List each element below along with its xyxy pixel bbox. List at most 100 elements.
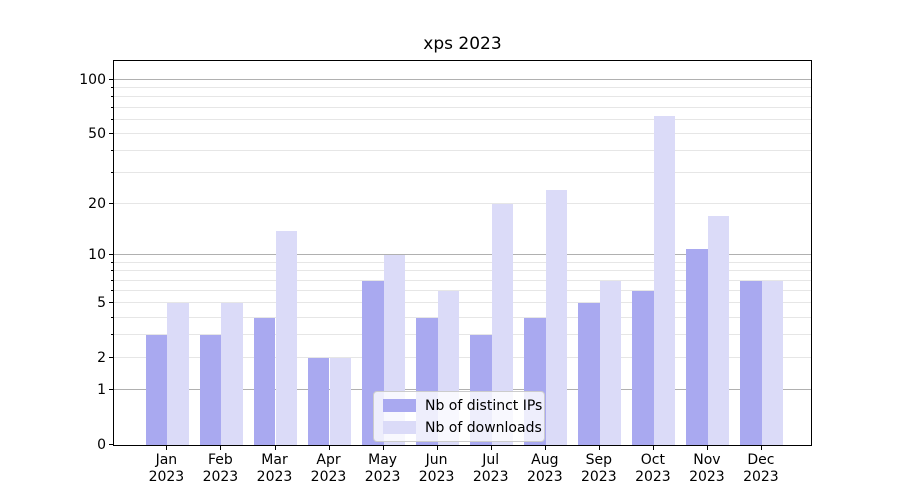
bar-ips-jan xyxy=(145,335,168,445)
x-tick xyxy=(274,446,276,450)
minor-gridline xyxy=(114,118,811,120)
bar-downloads-apr xyxy=(329,358,352,445)
y-minor-tick xyxy=(111,203,113,205)
x-tick xyxy=(382,446,384,450)
minor-gridline xyxy=(114,302,811,304)
y-tick-label: 10 xyxy=(88,247,106,264)
y-minor-tick xyxy=(111,87,113,89)
bar-downloads-aug xyxy=(545,190,568,445)
minor-gridline xyxy=(114,203,811,205)
legend-item-distinct-ips: Nb of distinct IPs xyxy=(383,398,542,414)
y-tick-label: 100 xyxy=(79,72,106,88)
x-tick-label: Feb 2023 xyxy=(202,452,239,485)
y-minor-tick xyxy=(111,118,113,120)
x-tick xyxy=(544,446,546,450)
x-tick xyxy=(760,446,762,450)
y-minor-tick xyxy=(111,270,113,272)
legend-item-downloads: Nb of downloads xyxy=(383,420,542,436)
x-tick xyxy=(220,446,222,450)
minor-gridline xyxy=(114,270,811,272)
minor-gridline xyxy=(114,106,811,108)
x-tick-label: Sep 2023 xyxy=(580,452,617,485)
x-tick-label: May 2023 xyxy=(364,452,401,485)
minor-gridline xyxy=(114,172,811,174)
minor-gridline xyxy=(114,150,811,152)
x-tick xyxy=(436,446,438,450)
minor-gridline xyxy=(114,334,811,336)
major-gridline xyxy=(114,254,811,256)
major-gridline xyxy=(114,79,811,80)
y-minor-tick xyxy=(111,261,113,263)
y-tick-label: 5 xyxy=(97,295,106,312)
y-minor-tick xyxy=(111,302,113,304)
minor-gridline xyxy=(114,96,811,98)
x-tick-label: Jul 2023 xyxy=(472,452,509,485)
y-minor-tick xyxy=(111,290,113,292)
y-tick-label: 0 xyxy=(97,437,106,453)
major-gridline xyxy=(114,389,811,391)
x-tick xyxy=(328,446,330,450)
legend-swatch-distinct-ips xyxy=(383,399,416,412)
x-tick-label: Jan 2023 xyxy=(148,452,185,485)
minor-gridline xyxy=(114,279,811,281)
y-minor-tick xyxy=(111,316,113,318)
bar-downloads-oct xyxy=(653,116,676,445)
y-minor-tick xyxy=(111,96,113,98)
x-tick xyxy=(652,446,654,450)
bar-ips-feb xyxy=(199,335,222,445)
minor-gridline xyxy=(114,261,811,263)
bar-ips-apr xyxy=(307,358,330,445)
bar-downloads-sep xyxy=(599,280,622,445)
plot-area: Nb of distinct IPs Nb of downloads xyxy=(113,60,812,446)
bar-downloads-mar xyxy=(275,230,298,445)
bar-downloads-feb xyxy=(221,303,243,445)
minor-gridline xyxy=(114,87,811,89)
bar-ips-oct xyxy=(632,291,654,445)
minor-gridline xyxy=(114,316,811,318)
y-minor-tick xyxy=(111,357,113,359)
x-tick xyxy=(598,446,600,450)
minor-gridline xyxy=(114,290,811,292)
bar-downloads-nov xyxy=(707,216,730,445)
x-tick-label: Apr 2023 xyxy=(310,452,347,485)
x-tick-label: Aug 2023 xyxy=(526,452,563,485)
bar-ips-mar xyxy=(253,317,276,445)
y-minor-tick xyxy=(111,279,113,281)
y-tick-label: 20 xyxy=(88,196,106,213)
y-minor-tick xyxy=(111,106,113,108)
bar-downloads-jan xyxy=(167,303,189,445)
y-tick-label: 50 xyxy=(88,126,106,142)
bar-downloads-dec xyxy=(761,280,784,445)
x-tick-label: Jun 2023 xyxy=(418,452,455,485)
y-minor-tick xyxy=(111,172,113,174)
y-tick xyxy=(109,444,113,445)
chart-title: xps 2023 xyxy=(423,34,502,54)
y-tick xyxy=(109,389,113,391)
x-tick-label: Nov 2023 xyxy=(689,452,725,485)
y-tick xyxy=(109,254,113,256)
bar-ips-dec xyxy=(740,280,762,445)
bar-downloads-jul xyxy=(491,204,514,445)
y-tick-label: 2 xyxy=(97,350,106,367)
legend: Nb of distinct IPs Nb of downloads xyxy=(373,391,545,442)
x-tick-label: Oct 2023 xyxy=(635,452,671,485)
y-tick xyxy=(109,79,113,80)
x-tick xyxy=(166,446,168,450)
bar-ips-sep xyxy=(578,303,600,445)
y-minor-tick xyxy=(111,150,113,152)
x-tick xyxy=(490,446,492,450)
legend-label-distinct-ips: Nb of distinct IPs xyxy=(425,397,543,414)
legend-label-downloads: Nb of downloads xyxy=(425,419,542,436)
x-tick xyxy=(706,446,708,450)
y-minor-tick xyxy=(111,334,113,336)
minor-gridline xyxy=(114,357,811,359)
y-minor-tick xyxy=(111,133,113,134)
legend-swatch-downloads xyxy=(383,421,416,434)
minor-gridline xyxy=(114,133,811,134)
x-tick-label: Dec 2023 xyxy=(743,452,779,485)
y-tick-label: 1 xyxy=(97,382,106,399)
bar-ips-nov xyxy=(686,248,708,445)
